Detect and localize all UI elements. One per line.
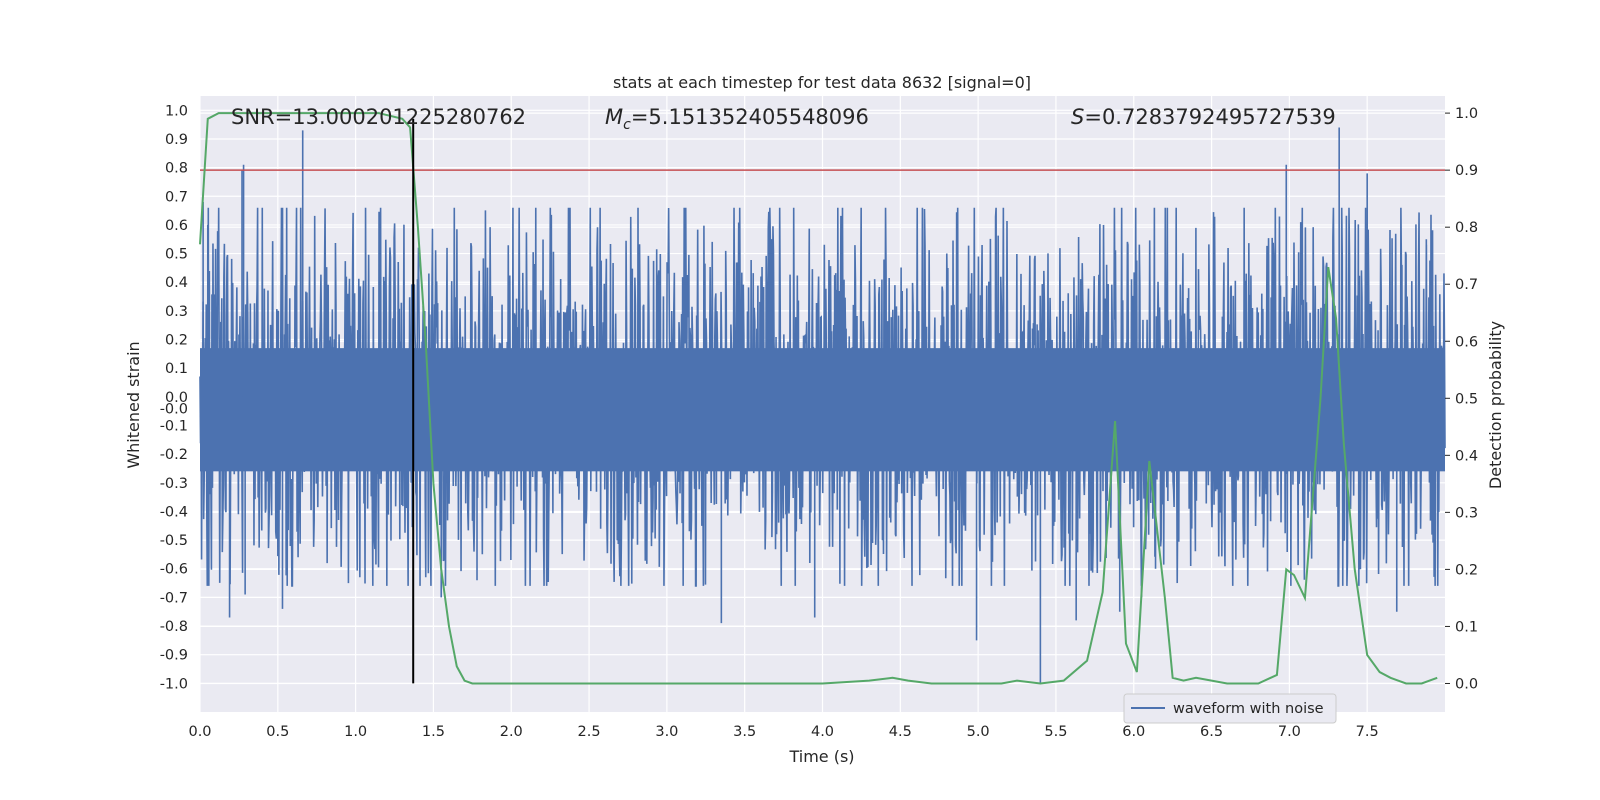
detection-probability-line [199, 112, 1438, 685]
x-tick-label: 5.0 [967, 724, 990, 740]
y2-tick-label: 0.6 [1455, 334, 1478, 350]
y-tick-label: 0.6 [165, 218, 188, 234]
y2-tick-label: 0.9 [1455, 163, 1478, 179]
y2-tick-label: 0.8 [1455, 220, 1478, 236]
y-tick-label: -0.8 [160, 619, 188, 635]
y2-tick-label: 0.2 [1455, 562, 1478, 578]
x-tick-label: 0.0 [188, 724, 211, 740]
y-tick-label: 0.8 [165, 161, 188, 177]
x-tick-label: 4.5 [889, 724, 912, 740]
x-tick-label: 6.0 [1122, 724, 1145, 740]
legend-label: waveform with noise [1173, 701, 1324, 717]
y-tick-label: -0.1 [160, 418, 188, 434]
y-tick-label: -0.7 [160, 590, 188, 606]
snr-annotation: SNR=13.000201225280762 [231, 105, 526, 129]
y-tick-label: 0.3 [165, 304, 188, 320]
y2-tick-label: 0.5 [1455, 391, 1478, 407]
legend-box [1123, 693, 1337, 724]
y-tick-label: -0.2 [160, 447, 188, 463]
y-tick-label: 0.0 [165, 390, 188, 406]
y2-tick-label: 1.0 [1455, 106, 1478, 122]
x-tick-label: 7.0 [1278, 724, 1301, 740]
y-axis-label: Whitened strain [124, 341, 143, 468]
tick-labels: 0.0 0.5 1.0 1.5 2.0 2.5 3.0 3.5 4.0 4.5 5.0 5.5 6.0 6… [160, 103, 1478, 740]
x-tick-label: 0.5 [266, 724, 289, 740]
waveform-series [199, 127, 1446, 684]
x-tick-label: 3.5 [733, 724, 756, 740]
x-tick-label: 7.5 [1356, 724, 1379, 740]
x-tick-label: 6.5 [1200, 724, 1223, 740]
y-tick-label: 0.9 [165, 132, 188, 148]
y-tick-label: -0.4 [160, 504, 188, 520]
y2-tick-label: 0.7 [1455, 277, 1478, 293]
y-tick-label: 0.1 [165, 361, 188, 377]
x-tick-label: 1.0 [344, 724, 367, 740]
x-tick-label: 5.5 [1044, 724, 1067, 740]
y-tick-label: -0.9 [160, 648, 188, 664]
y-tick-label: -0.3 [160, 476, 188, 492]
x-tick-label: 4.0 [811, 724, 834, 740]
y-tick-label: -0.6 [160, 562, 188, 578]
y-tick-label: -0.5 [160, 533, 188, 549]
y2-tick-label: 0.0 [1455, 676, 1478, 692]
x-axis-label: Time (s) [788, 747, 854, 766]
y-tick-label: 0.7 [165, 189, 188, 205]
detection-probability-series [199, 112, 1445, 685]
y2-tick-label: 0.4 [1455, 448, 1478, 464]
chirp-mass-annotation: Mc=5.151352405548096 [605, 105, 869, 133]
x-tick-label: 2.5 [578, 724, 601, 740]
score-annotation: S=0.7283792495727539 [1071, 105, 1336, 129]
chart-title: stats at each timestep for test data 863… [613, 73, 1031, 92]
waveform-core-band [200, 348, 1445, 472]
x-tick-label: 2.0 [500, 724, 523, 740]
y2-tick-label: 0.3 [1455, 505, 1478, 521]
y-tick-label: 1.0 [165, 103, 188, 119]
y-tick-label: 0.5 [165, 247, 188, 263]
y-tick-label: 0.4 [165, 275, 188, 291]
x-tick-label: 1.5 [422, 724, 445, 740]
y-tick-label: -0.0 [160, 401, 188, 417]
y-tick-label: -1.0 [160, 676, 188, 692]
legend: waveform with noise [1123, 693, 1337, 724]
y2-axis-label: Detection probability [1486, 321, 1505, 489]
y2-tick-label: 0.1 [1455, 619, 1478, 635]
y-tick-label: 0.2 [165, 333, 188, 349]
x-tick-label: 3.0 [655, 724, 678, 740]
